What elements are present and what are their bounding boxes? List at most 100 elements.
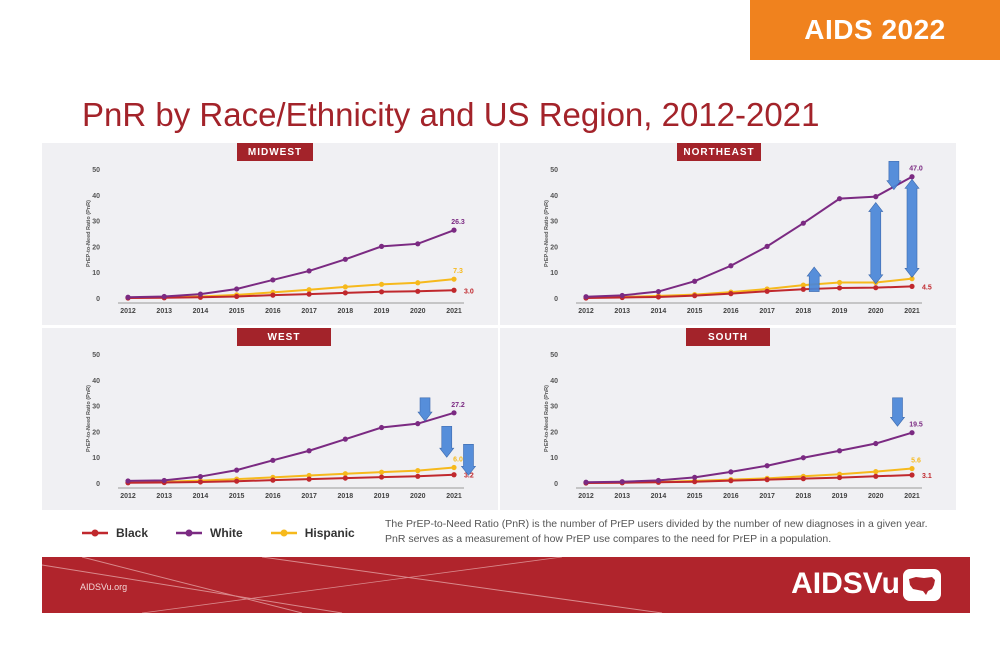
x-tick-label: 2019 — [832, 493, 848, 500]
data-point-hispanic — [909, 465, 915, 472]
data-point-white — [764, 463, 770, 469]
x-tick-label: 2013 — [156, 493, 172, 500]
data-label-white: 19.5 — [909, 422, 923, 429]
legend-item-white: White — [176, 526, 243, 540]
y-tick-label: 0 — [96, 296, 100, 303]
region-label-northeast: NORTHEAST — [677, 143, 761, 161]
data-point-hispanic — [836, 279, 843, 286]
data-label-white: 26.3 — [451, 219, 465, 226]
x-tick-label: 2018 — [338, 308, 354, 315]
x-tick-label: 2015 — [229, 493, 245, 500]
x-tick-label: 2013 — [614, 493, 630, 500]
line-chart-midwest: 0 10 20 30 40 50 PrEP-to-Need Ratio (PnR) 2012 2… — [86, 167, 474, 315]
legend: Black White Hispanic — [82, 523, 355, 543]
x-tick-label: 2019 — [832, 308, 848, 315]
y-axis-title: PrEP-to-Need Ratio (PnR) — [86, 200, 92, 267]
legend-item-hispanic: Hispanic — [270, 526, 355, 540]
data-point-black — [873, 473, 879, 479]
series-line-white — [585, 431, 913, 484]
data-point-hispanic — [873, 469, 879, 475]
series-line-black — [127, 473, 455, 484]
data-point-white — [125, 478, 131, 484]
y-tick-label: 20 — [550, 429, 558, 436]
annotation-arrow — [868, 202, 884, 285]
series-line-black — [585, 474, 913, 484]
data-point-white — [909, 430, 915, 436]
x-tick-label: 2016 — [723, 493, 739, 500]
y-tick-label: 0 — [96, 481, 100, 488]
series-line-white — [127, 411, 455, 482]
data-point-white — [161, 293, 167, 300]
data-point-black — [234, 293, 240, 300]
chart-panel-south: 0 10 20 30 40 50 PrEP-to-Need Ratio (PnR) 2012 2… — [500, 328, 956, 510]
series-line-white — [585, 175, 913, 298]
y-tick-label: 50 — [550, 167, 558, 174]
data-point-white — [451, 227, 457, 233]
data-point-black — [836, 285, 843, 291]
data-point-black — [800, 476, 806, 482]
data-point-white — [197, 291, 204, 297]
data-point-white — [415, 241, 421, 247]
x-tick-label: 2021 — [904, 308, 920, 315]
data-point-black — [451, 472, 457, 478]
legend-swatch-white — [176, 529, 203, 537]
y-tick-label: 20 — [550, 244, 558, 251]
chart-panel-midwest: 0 10 20 30 40 50 PrEP-to-Need Ratio (PnR) 2012 2… — [42, 143, 498, 325]
legend-swatch-hispanic — [270, 529, 297, 537]
data-point-black — [234, 478, 240, 484]
x-tick-label: 2020 — [410, 493, 426, 500]
x-tick-label: 2018 — [338, 493, 354, 500]
footer-banner: AIDSVu.org AIDSVu — [42, 557, 970, 613]
data-label-hispanic: 5.6 — [911, 458, 921, 465]
data-point-black — [451, 287, 457, 293]
data-point-black — [342, 290, 348, 296]
x-tick-label: 2015 — [229, 308, 245, 315]
x-tick-label: 2017 — [301, 493, 317, 500]
data-label-black: 3.1 — [922, 473, 932, 480]
y-tick-label: 30 — [92, 219, 100, 226]
data-label-black: 3.2 — [464, 473, 474, 480]
annotation-arrow — [460, 444, 477, 476]
footer-brand-logo: AIDSVu — [791, 567, 900, 600]
annotation-arrow — [886, 160, 902, 191]
data-label-black: 3.0 — [464, 288, 474, 295]
y-tick-label: 40 — [92, 378, 100, 385]
data-label-black: 4.5 — [922, 284, 932, 291]
line-chart-west: 0 10 20 30 40 50 PrEP-to-Need Ratio (PnR) 2012 2… — [86, 352, 477, 500]
y-tick-label: 40 — [92, 193, 100, 200]
data-point-white — [836, 448, 843, 454]
x-tick-label: 2012 — [120, 493, 136, 500]
data-point-white — [378, 424, 385, 431]
data-point-hispanic — [415, 468, 421, 474]
y-tick-label: 50 — [92, 167, 100, 174]
data-point-black — [415, 288, 421, 294]
pnr-definition-note: The PrEP-to-Need Ratio (PnR) is the numb… — [385, 518, 928, 545]
data-point-black — [306, 476, 312, 482]
x-tick-label: 2012 — [578, 493, 594, 500]
annotation-arrow — [417, 397, 433, 422]
x-tick-label: 2012 — [578, 308, 594, 315]
data-point-black — [836, 474, 843, 481]
annotation-arrow — [439, 425, 455, 458]
x-tick-label: 2016 — [265, 493, 281, 500]
data-point-white — [270, 457, 276, 463]
data-point-white — [234, 467, 240, 473]
data-point-black — [342, 475, 348, 481]
y-tick-label: 50 — [92, 352, 100, 359]
annotation-arrow — [889, 397, 906, 427]
series-line-black — [127, 289, 455, 299]
x-tick-label: 2020 — [868, 308, 884, 315]
data-point-hispanic — [800, 282, 806, 288]
legend-label-white: White — [210, 526, 243, 540]
data-point-hispanic — [451, 276, 457, 282]
data-point-black — [728, 291, 734, 297]
data-point-black — [197, 479, 204, 485]
data-point-white — [619, 479, 625, 485]
data-point-white — [583, 479, 589, 485]
y-tick-label: 0 — [554, 296, 558, 303]
data-point-hispanic — [451, 464, 457, 471]
line-chart-northeast: 0 10 20 30 40 50 PrEP-to-Need Ratio (PnR) 2012 2… — [544, 160, 932, 315]
data-point-white — [873, 194, 879, 200]
x-tick-label: 2021 — [904, 493, 920, 500]
annotation-arrow — [904, 178, 920, 278]
